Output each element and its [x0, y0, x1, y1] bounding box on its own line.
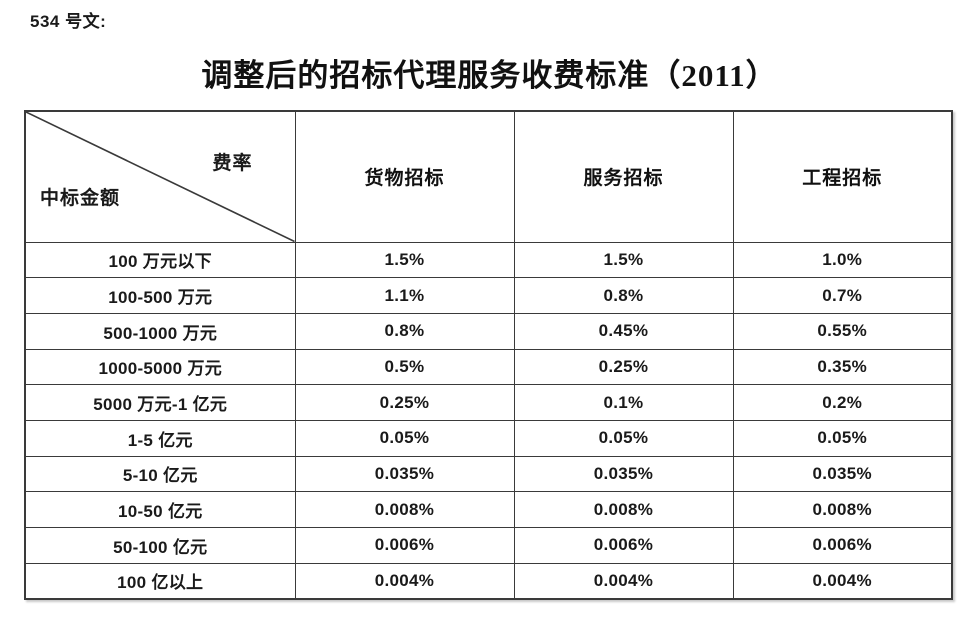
corner-header-cell: 费率 中标金额 — [24, 110, 296, 243]
table-row: 5000 万元-1 亿元 0.25% 0.1% 0.2% — [24, 384, 953, 421]
rate-cell: 0.8% — [513, 277, 734, 314]
rate-cell: 0.45% — [513, 312, 734, 350]
column-header-goods: 货物招标 — [294, 110, 515, 243]
amount-cell: 1000-5000 万元 — [24, 348, 296, 386]
rate-cell: 0.25% — [294, 384, 515, 421]
doc-number-label: 534 号文: — [30, 12, 107, 31]
amount-cell: 10-50 亿元 — [24, 491, 296, 528]
fee-standard-table: 费率 中标金额 货物招标 服务招标 工程招标 100 万元以下 1.5% 1.5… — [24, 110, 953, 600]
rate-cell: 0.05% — [294, 419, 515, 457]
rate-cell: 0.05% — [513, 419, 734, 457]
rate-cell: 0.35% — [732, 348, 953, 386]
rate-cell: 1.1% — [294, 277, 515, 314]
rate-cell: 0.006% — [294, 527, 515, 564]
rate-cell: 0.55% — [732, 312, 953, 350]
rate-cell: 0.008% — [294, 491, 515, 528]
rate-cell: 0.7% — [732, 277, 953, 314]
corner-fee-rate-label: 费率 — [212, 153, 253, 174]
rate-cell: 0.5% — [294, 348, 515, 386]
table-row: 10-50 亿元 0.008% 0.008% 0.008% — [24, 491, 953, 528]
rate-cell: 0.1% — [513, 384, 734, 421]
amount-cell: 500-1000 万元 — [24, 312, 296, 350]
table-row: 5-10 亿元 0.035% 0.035% 0.035% — [24, 455, 953, 493]
rate-cell: 0.035% — [732, 455, 953, 493]
amount-cell: 100 亿以上 — [24, 562, 296, 600]
table-row: 1-5 亿元 0.05% 0.05% 0.05% — [24, 419, 953, 457]
table-row: 100 万元以下 1.5% 1.5% 1.0% — [24, 241, 953, 279]
rate-cell: 0.004% — [294, 562, 515, 600]
rate-cell: 0.2% — [732, 384, 953, 421]
table-row: 100-500 万元 1.1% 0.8% 0.7% — [24, 277, 953, 314]
table-row: 500-1000 万元 0.8% 0.45% 0.55% — [24, 312, 953, 350]
table-row: 1000-5000 万元 0.5% 0.25% 0.35% — [24, 348, 953, 386]
rate-cell: 1.0% — [732, 241, 953, 279]
page-title: 调整后的招标代理服务收费标准（2011） — [201, 58, 778, 93]
amount-cell: 50-100 亿元 — [24, 527, 296, 564]
rate-cell: 0.035% — [513, 455, 734, 493]
rate-cell: 1.5% — [513, 241, 734, 279]
rate-cell: 0.035% — [294, 455, 515, 493]
rate-cell: 0.006% — [732, 527, 953, 564]
rate-cell: 0.006% — [513, 527, 734, 564]
rate-cell: 1.5% — [294, 241, 515, 279]
column-header-engineering: 工程招标 — [732, 110, 953, 243]
rate-cell: 0.004% — [513, 562, 734, 600]
rate-cell: 0.004% — [732, 562, 953, 600]
amount-cell: 5-10 亿元 — [24, 455, 296, 493]
rate-cell: 0.25% — [513, 348, 734, 386]
column-header-services: 服务招标 — [513, 110, 734, 243]
table-header-row: 费率 中标金额 货物招标 服务招标 工程招标 — [24, 110, 953, 243]
rate-cell: 0.05% — [732, 419, 953, 457]
table-row: 100 亿以上 0.004% 0.004% 0.004% — [24, 562, 953, 600]
rate-cell: 0.008% — [513, 491, 734, 528]
rate-cell: 0.008% — [732, 491, 953, 528]
rate-cell: 0.8% — [294, 312, 515, 350]
diagonal-divider-line — [26, 112, 295, 242]
amount-cell: 1-5 亿元 — [24, 419, 296, 457]
amount-cell: 100-500 万元 — [24, 277, 296, 314]
amount-cell: 100 万元以下 — [24, 241, 296, 279]
table-row: 50-100 亿元 0.006% 0.006% 0.006% — [24, 527, 953, 564]
corner-bid-amount-label: 中标金额 — [40, 187, 121, 209]
amount-cell: 5000 万元-1 亿元 — [24, 384, 296, 421]
